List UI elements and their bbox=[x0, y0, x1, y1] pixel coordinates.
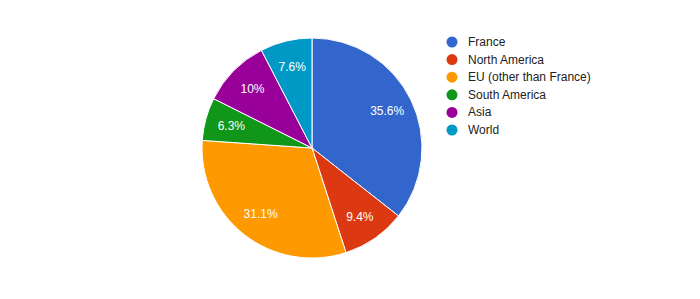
legend-item: North America bbox=[447, 53, 545, 67]
pie bbox=[202, 38, 422, 258]
pie-slice bbox=[261, 38, 312, 148]
legend-label: South America bbox=[468, 88, 546, 102]
legend-item: Asia bbox=[447, 105, 492, 119]
legend-swatch bbox=[447, 125, 458, 136]
data-label: 35.6% bbox=[370, 104, 404, 118]
legend-swatch bbox=[447, 54, 458, 65]
legend-label: North America bbox=[468, 53, 544, 67]
legend-item: EU (other than France) bbox=[447, 70, 591, 84]
data-label: 31.1% bbox=[244, 207, 278, 221]
legend-swatch bbox=[447, 89, 458, 100]
legend-item: World bbox=[447, 123, 500, 137]
data-labels: 35.6% 9.4% 31.1% 6.3% 10% 7.6% bbox=[218, 60, 405, 224]
legend-label: Asia bbox=[468, 105, 492, 119]
legend-label: EU (other than France) bbox=[468, 70, 591, 84]
legend-label: France bbox=[468, 35, 506, 49]
legend-label: World bbox=[468, 123, 499, 137]
legend: France North America EU (other than France… bbox=[447, 35, 591, 137]
pie-slice bbox=[202, 140, 346, 258]
legend-swatch bbox=[447, 107, 458, 118]
data-label: 6.3% bbox=[218, 119, 246, 133]
data-label: 10% bbox=[241, 82, 265, 96]
legend-swatch bbox=[447, 72, 458, 83]
legend-item: France bbox=[447, 35, 506, 49]
legend-swatch bbox=[447, 37, 458, 48]
data-label: 9.4% bbox=[346, 210, 374, 224]
data-label: 7.6% bbox=[279, 60, 307, 74]
legend-item: South America bbox=[447, 88, 547, 102]
chart: 35.6% 9.4% 31.1% 6.3% 10% 7.6% France North Ame… bbox=[0, 0, 700, 299]
